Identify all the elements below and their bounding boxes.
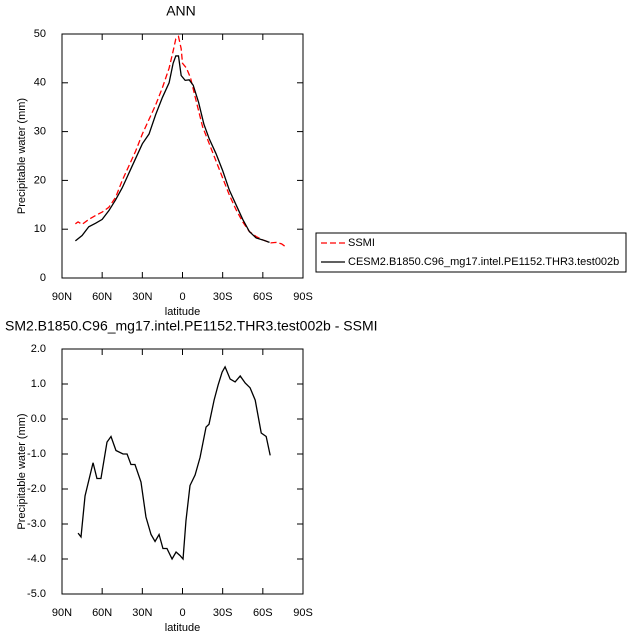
x-tick-label: 0	[179, 607, 185, 619]
x-tick-label: 90N	[52, 607, 72, 619]
y-tick-label: 10	[34, 223, 46, 235]
x-tick-label: 30S	[213, 607, 233, 619]
x-tick-label: 60N	[92, 607, 112, 619]
x-tick-label: 30S	[213, 291, 233, 303]
y-axis-label: Precipitable water (mm)	[16, 98, 28, 214]
x-tick-label: 90S	[293, 607, 313, 619]
y-tick-label: 2.0	[31, 343, 46, 355]
x-axis-label: latitude	[165, 622, 200, 634]
y-tick-label: 30	[34, 126, 46, 138]
x-tick-label: 0	[179, 291, 185, 303]
series-line	[74, 55, 270, 243]
x-tick-label: 30N	[132, 607, 152, 619]
chart-title: SM2.B1850.C96_mg17.intel.PE1152.THR3.tes…	[5, 318, 378, 334]
series-line	[75, 35, 288, 249]
y-tick-label: -4.0	[27, 553, 46, 565]
y-tick-label: -1.0	[27, 448, 46, 460]
y-tick-label: 1.0	[31, 378, 46, 390]
chart-title: ANN	[166, 3, 196, 19]
legend-label: CESM2.B1850.C96_mg17.intel.PE1152.THR3.t…	[348, 256, 619, 268]
y-axis-label: Precipitable water (mm)	[16, 413, 28, 529]
y-tick-label: 0	[40, 272, 46, 284]
x-tick-label: 60S	[253, 607, 273, 619]
x-tick-label: 90N	[52, 291, 72, 303]
y-tick-label: -5.0	[27, 588, 46, 600]
y-tick-label: 20	[34, 174, 46, 186]
y-tick-label: -3.0	[27, 518, 46, 530]
legend-box	[315, 232, 627, 273]
plot-frame	[61, 33, 304, 279]
x-tick-label: 90S	[293, 291, 313, 303]
y-tick-label: 0.0	[31, 413, 46, 425]
legend-label: SSMI	[348, 237, 375, 249]
x-axis-label: latitude	[165, 306, 200, 318]
y-tick-label: -2.0	[27, 483, 46, 495]
series-line	[77, 365, 271, 561]
y-tick-label: 40	[34, 77, 46, 89]
plot-frame	[61, 348, 304, 595]
x-tick-label: 60S	[253, 291, 273, 303]
y-tick-label: 50	[34, 28, 46, 40]
x-tick-label: 30N	[132, 291, 152, 303]
x-tick-label: 60N	[92, 291, 112, 303]
